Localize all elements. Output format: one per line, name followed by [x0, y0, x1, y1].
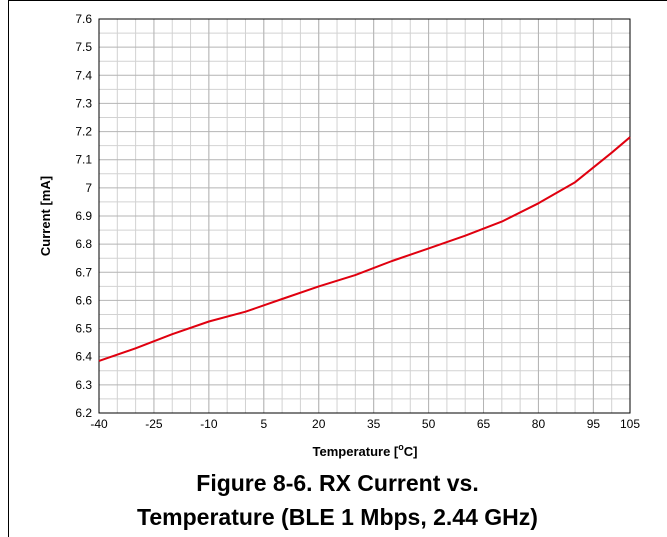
x-axis-label-tail: C]	[404, 444, 418, 459]
y-tick-labels: 6.2 6.3 6.4 6.5 6.6 6.7 6.8 6.9 7 7.1 7.2 7.3 7.4 7.5…	[75, 12, 92, 420]
frame-left-border	[8, 0, 9, 537]
y-axis-label: Current [mA]	[38, 176, 53, 256]
y-tick-label: 7.3	[75, 96, 92, 110]
y-tick-label: 7.1	[75, 153, 92, 167]
x-tick-label: 35	[367, 417, 381, 431]
series-line-rx-current	[98, 136, 631, 362]
y-tick-label: 7.4	[75, 68, 92, 82]
y-tick-label: 6.3	[75, 378, 92, 392]
x-axis-label: Temperature [oC]	[313, 442, 418, 459]
figure-caption-line-2: Temperature (BLE 1 Mbps, 2.44 GHz)	[137, 504, 538, 530]
x-tick-label: -10	[200, 417, 218, 431]
x-axis-label-main: Temperature [	[313, 444, 399, 459]
x-tick-label: -25	[145, 417, 163, 431]
x-tick-labels: -40 -25 -10 5 20 35 50 65 80 95 105	[90, 417, 640, 431]
x-tick-label: 95	[587, 417, 601, 431]
rx-current-chart: 6.2 6.3 6.4 6.5 6.6 6.7 6.8 6.9 7 7.1 7.2 7.3 7.4 7.5…	[38, 12, 640, 459]
y-tick-label: 6.2	[75, 406, 92, 420]
frame-top-border	[8, 0, 667, 1]
y-tick-label: 6.4	[75, 350, 92, 364]
series-layer	[98, 136, 631, 362]
x-tick-label: -40	[90, 417, 108, 431]
plot-border	[98, 18, 631, 414]
x-tick-label: 5	[260, 417, 267, 431]
y-tick-label: 7.2	[75, 125, 92, 139]
y-tick-label: 6.8	[75, 237, 92, 251]
y-tick-label: 7	[85, 181, 92, 195]
y-tick-label: 7.6	[75, 12, 92, 26]
y-tick-label: 6.6	[75, 293, 92, 307]
y-tick-label: 6.5	[75, 322, 92, 336]
x-tick-label: 65	[477, 417, 491, 431]
x-tick-label: 105	[620, 417, 640, 431]
x-tick-label: 50	[422, 417, 436, 431]
x-axis-label-sup: o	[398, 442, 404, 452]
figure-caption-line-1: Figure 8-6. RX Current vs.	[196, 470, 479, 496]
y-tick-label: 6.7	[75, 265, 92, 279]
y-tick-label: 7.5	[75, 40, 92, 54]
x-tick-label: 80	[532, 417, 546, 431]
x-tick-label: 20	[312, 417, 326, 431]
y-tick-label: 6.9	[75, 209, 92, 223]
